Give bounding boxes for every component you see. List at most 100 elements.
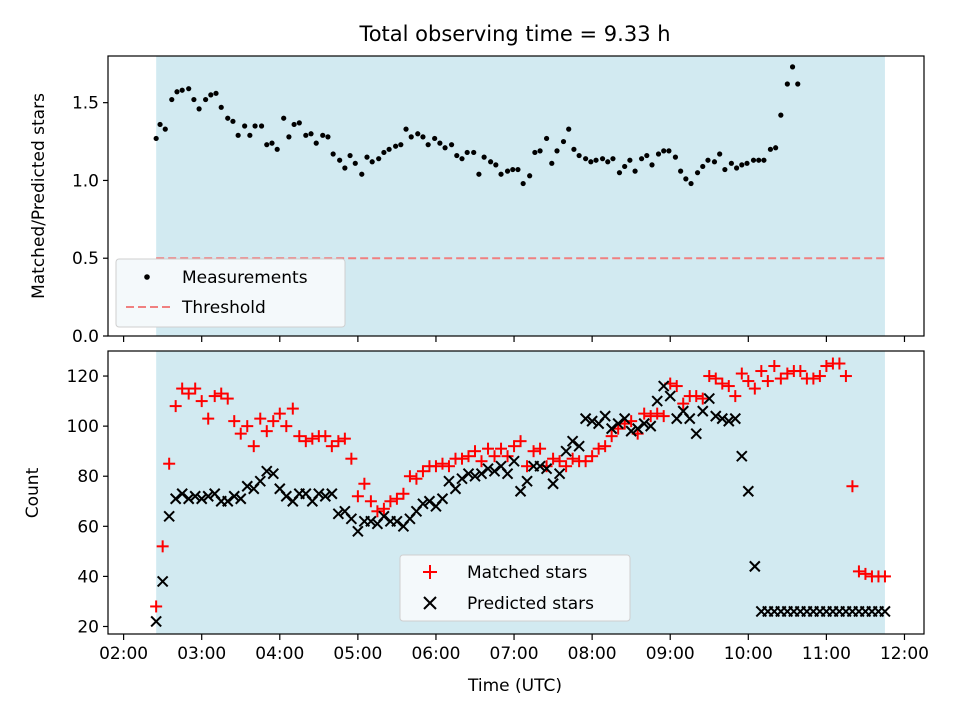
measurement-point	[196, 106, 202, 112]
matched-star-point	[462, 450, 475, 463]
matched-star-point	[807, 372, 820, 385]
matched-star-point	[839, 370, 852, 383]
matched-star-point	[325, 440, 338, 453]
x-tick-label: 06:00	[411, 644, 460, 664]
measurement-point	[644, 152, 650, 159]
matched-star-point	[703, 370, 716, 383]
measurement-point	[203, 96, 209, 103]
predicted-star-point	[586, 415, 598, 427]
measurement-point	[174, 89, 180, 95]
measurement-point	[616, 170, 623, 176]
matched-star-point	[267, 415, 280, 428]
measurement-point	[437, 140, 443, 146]
measurement-point	[242, 123, 248, 129]
predicted-star-point	[508, 455, 520, 467]
matched-star-point	[729, 390, 742, 403]
measurement-point	[386, 146, 392, 152]
predicted-star-point	[475, 468, 488, 480]
predicted-star-point	[697, 405, 709, 417]
predicted-star-point	[189, 490, 201, 502]
measurement-point	[789, 64, 796, 70]
measurement-point	[330, 151, 336, 157]
matched-star-point	[852, 565, 865, 578]
measurement-point	[717, 151, 723, 157]
predicted-star-point	[469, 470, 481, 482]
matched-star-point	[599, 440, 612, 453]
matched-star-point	[774, 372, 787, 385]
predicted-star-point	[618, 412, 631, 425]
matched-star-point	[553, 455, 566, 468]
y-axis-ticks-top: 0.0 0.5 1.0 1.5	[72, 94, 108, 347]
matched-star-point	[534, 442, 547, 455]
legend-box-top	[115, 258, 346, 328]
matched-star-point	[761, 375, 774, 388]
predicted-star-point	[182, 493, 195, 505]
matched-star-point	[846, 480, 859, 493]
matched-star-point	[150, 600, 163, 613]
y-tick-label-top: 0.5	[72, 249, 99, 269]
predicted-star-point	[254, 475, 266, 487]
measurement-point	[425, 142, 431, 148]
matched-star-point	[228, 415, 241, 428]
x-tick-label: 12:00	[880, 644, 929, 664]
predicted-star-point	[176, 488, 188, 500]
matched-star-point	[735, 367, 748, 380]
predicted-star-points	[150, 380, 891, 628]
measurement-point	[313, 140, 319, 146]
measurement-point	[403, 126, 409, 132]
matched-star-point	[332, 435, 345, 448]
matched-star-point	[514, 435, 527, 448]
predicted-star-point	[332, 508, 345, 520]
predicted-star-point	[228, 490, 240, 502]
matched-star-point	[293, 430, 306, 443]
matched-star-point	[527, 445, 540, 458]
matched-star-point	[592, 442, 605, 455]
predicted-star-point	[605, 422, 618, 435]
measurement-point	[274, 146, 280, 152]
predicted-star-point	[514, 485, 527, 497]
matched-star-point	[677, 397, 690, 410]
matched-star-point	[442, 460, 455, 473]
matched-star-point	[234, 427, 247, 440]
y-tick-label-top: 1.0	[72, 171, 99, 191]
matched-star-point	[644, 410, 657, 423]
measurement-point	[571, 146, 577, 152]
measurement-point	[218, 104, 224, 110]
predicted-star-point	[625, 425, 637, 437]
measurement-point	[269, 140, 275, 146]
measurement-point	[186, 86, 192, 92]
matched-star-point	[397, 487, 410, 500]
matched-star-point	[358, 477, 371, 490]
measurement-point	[162, 126, 168, 132]
measurement-point	[213, 90, 219, 96]
measurement-point	[576, 152, 582, 159]
measurement-point	[393, 143, 399, 149]
measurement-point	[157, 121, 163, 128]
plot-frame-top	[107, 55, 925, 337]
matched-star-point	[403, 470, 416, 483]
measurement-point	[476, 171, 482, 177]
predicted-star-point	[553, 468, 566, 480]
matched-star-point	[306, 432, 319, 445]
predicted-star-point	[566, 435, 579, 447]
measurement-point	[352, 160, 358, 166]
legend-marker-matched	[423, 565, 437, 579]
matched-star-point	[319, 430, 332, 443]
measurement-point	[744, 160, 750, 166]
matched-star-point	[482, 442, 495, 455]
predicted-star-point	[560, 445, 572, 457]
measurement-point	[722, 166, 728, 173]
predicted-star-point	[658, 380, 670, 392]
measurement-point	[398, 142, 404, 148]
measurement-point	[638, 156, 645, 162]
y-axis-label-bottom: Count	[23, 467, 43, 518]
matched-star-point	[455, 452, 468, 465]
predicted-star-point	[703, 392, 715, 405]
measurement-point	[325, 134, 331, 140]
predicted-star-point	[222, 495, 234, 507]
measurement-point	[688, 180, 694, 187]
x-tick-label: 05:00	[333, 644, 382, 664]
matched-star-point	[338, 432, 351, 445]
measurement-point	[442, 145, 448, 151]
matched-star-point	[638, 407, 651, 420]
